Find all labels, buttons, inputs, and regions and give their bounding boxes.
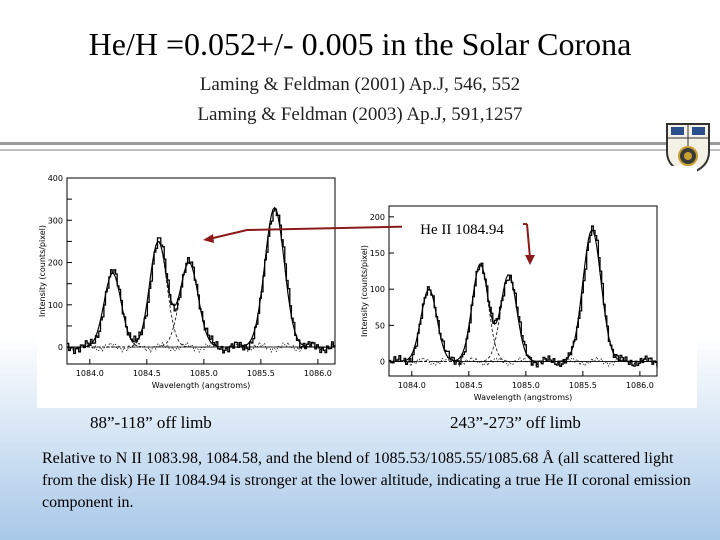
annotation-arrowhead-right (525, 255, 535, 265)
y-axis-label: Intensity (counts/pixel) (360, 245, 369, 337)
y-tick-label: 200 (48, 259, 63, 268)
plot-frame (388, 205, 658, 377)
x-tick-label: 1085.0 (190, 369, 218, 378)
caption-right: 243”-273” off limb (450, 413, 581, 432)
y-tick-label: 100 (48, 301, 63, 310)
y-tick-label: 150 (370, 249, 385, 258)
x-tick-label: 1084.5 (455, 381, 483, 390)
y-tick-label: 400 (48, 174, 63, 183)
y-tick-label: 0 (58, 343, 63, 352)
annotation-arrow-right (526, 223, 531, 259)
body-text: Relative to N II 1083.98, 1084.58, and t… (42, 450, 691, 511)
annotation-arrowhead-left (203, 234, 214, 243)
x-tick-label: 1086.0 (626, 381, 654, 390)
y-axis-label: Intensity (counts/pixel) (38, 225, 47, 317)
y-tick-label: 300 (48, 216, 63, 225)
right-panel: 0 50 100 150 200 1084.0 1084.5 1085.0 1085.5 1086… (360, 205, 658, 402)
observed-spectrum (67, 208, 336, 355)
x-tick-label: 1084.0 (398, 381, 426, 390)
annotation-box (402, 217, 523, 239)
divider-rule-2 (0, 149, 720, 151)
slide-title: He/H =0.052+/- 0.005 in the Solar Corona (88, 26, 632, 62)
x-tick-label: 1086.0 (304, 369, 332, 378)
reference-2: Laming & Feldman (2003) Ap.J, 591,1257 (197, 104, 523, 125)
left-panel: 0 100 200 300 400 1084.0 1084.5 1085.0 1085.5 108… (38, 174, 336, 390)
reference-1: Laming & Feldman (2001) Ap.J, 546, 552 (199, 74, 521, 95)
x-axis-label: Wavelength (angstroms) (152, 381, 251, 390)
plot-frame (66, 177, 336, 365)
annotation-arrow-left (208, 229, 248, 240)
x-tick-label: 1084.5 (133, 369, 161, 378)
spectra-figure: 0 100 200 300 400 1084.0 1084.5 1085.0 1085.5 108… (37, 166, 697, 408)
observed-spectrum (389, 225, 658, 368)
y-tick-label: 100 (370, 285, 385, 294)
residuals-curve (388, 355, 658, 368)
y-tick-label: 50 (375, 321, 385, 330)
x-tick-label: 1085.0 (512, 381, 540, 390)
caption-left: 88”-118” off limb (90, 413, 212, 432)
x-tick-label: 1084.0 (76, 369, 104, 378)
x-tick-label: 1085.5 (247, 369, 275, 378)
annotation-label: He II 1084.94 (420, 222, 504, 238)
y-tick-label: 200 (370, 213, 385, 222)
residuals-curve (66, 340, 336, 354)
divider-rule (0, 142, 720, 145)
annotation-group: He II 1084.94 (203, 217, 535, 265)
x-tick-label: 1085.5 (569, 381, 597, 390)
y-tick-label: 0 (380, 358, 385, 367)
x-axis-label: Wavelength (angstroms) (474, 393, 573, 402)
